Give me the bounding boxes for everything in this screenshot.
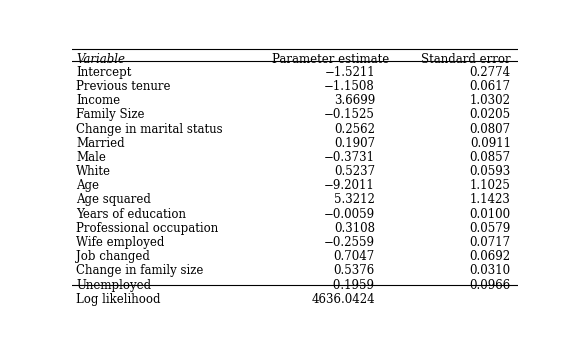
- Text: 0.0593: 0.0593: [470, 165, 511, 178]
- Text: Intercept: Intercept: [76, 66, 132, 79]
- Text: Job changed: Job changed: [76, 250, 150, 263]
- Text: 0.3108: 0.3108: [334, 222, 375, 235]
- Text: Professional occupation: Professional occupation: [76, 222, 218, 235]
- Text: 0.7047: 0.7047: [334, 250, 375, 263]
- Text: 1.1025: 1.1025: [470, 179, 511, 192]
- Text: Change in marital status: Change in marital status: [76, 122, 223, 136]
- Text: 0.2774: 0.2774: [470, 66, 511, 79]
- Text: −1.5211: −1.5211: [324, 66, 375, 79]
- Text: Family Size: Family Size: [76, 108, 145, 121]
- Text: White: White: [76, 165, 112, 178]
- Text: Variable: Variable: [76, 53, 125, 66]
- Text: −0.1959: −0.1959: [324, 279, 375, 292]
- Text: 0.0205: 0.0205: [470, 108, 511, 121]
- Text: Wife employed: Wife employed: [76, 236, 164, 249]
- Text: 4636.0424: 4636.0424: [311, 293, 375, 306]
- Text: 0.2562: 0.2562: [334, 122, 375, 136]
- Text: 0.0807: 0.0807: [470, 122, 511, 136]
- Text: Log likelihood: Log likelihood: [76, 293, 161, 306]
- Text: 0.0911: 0.0911: [470, 137, 511, 150]
- Text: −9.2011: −9.2011: [324, 179, 375, 192]
- Text: −0.0059: −0.0059: [324, 208, 375, 221]
- Text: Unemployed: Unemployed: [76, 279, 151, 292]
- Text: 1.0302: 1.0302: [470, 94, 511, 107]
- Text: Age: Age: [76, 179, 99, 192]
- Text: 0.0692: 0.0692: [470, 250, 511, 263]
- Text: −1.1508: −1.1508: [324, 80, 375, 93]
- Text: Income: Income: [76, 94, 120, 107]
- Text: 0.0857: 0.0857: [470, 151, 511, 164]
- Text: −0.1525: −0.1525: [324, 108, 375, 121]
- Text: 0.0617: 0.0617: [470, 80, 511, 93]
- Text: 0.0966: 0.0966: [470, 279, 511, 292]
- Text: Parameter estimate: Parameter estimate: [272, 53, 389, 66]
- Text: 5.3212: 5.3212: [334, 193, 375, 206]
- Text: 0.0579: 0.0579: [470, 222, 511, 235]
- Text: Male: Male: [76, 151, 106, 164]
- Text: 1.1423: 1.1423: [470, 193, 511, 206]
- Text: Married: Married: [76, 137, 125, 150]
- Text: 0.0310: 0.0310: [470, 264, 511, 277]
- Text: −0.2559: −0.2559: [324, 236, 375, 249]
- Text: Age squared: Age squared: [76, 193, 151, 206]
- Text: −0.3731: −0.3731: [324, 151, 375, 164]
- Text: 0.0100: 0.0100: [470, 208, 511, 221]
- Text: Change in family size: Change in family size: [76, 264, 204, 277]
- Text: 3.6699: 3.6699: [334, 94, 375, 107]
- Text: 0.0717: 0.0717: [470, 236, 511, 249]
- Text: Previous tenure: Previous tenure: [76, 80, 171, 93]
- Text: 0.1907: 0.1907: [334, 137, 375, 150]
- Text: 0.5237: 0.5237: [334, 165, 375, 178]
- Text: Standard error: Standard error: [421, 53, 511, 66]
- Text: Years of education: Years of education: [76, 208, 186, 221]
- Text: 0.5376: 0.5376: [334, 264, 375, 277]
